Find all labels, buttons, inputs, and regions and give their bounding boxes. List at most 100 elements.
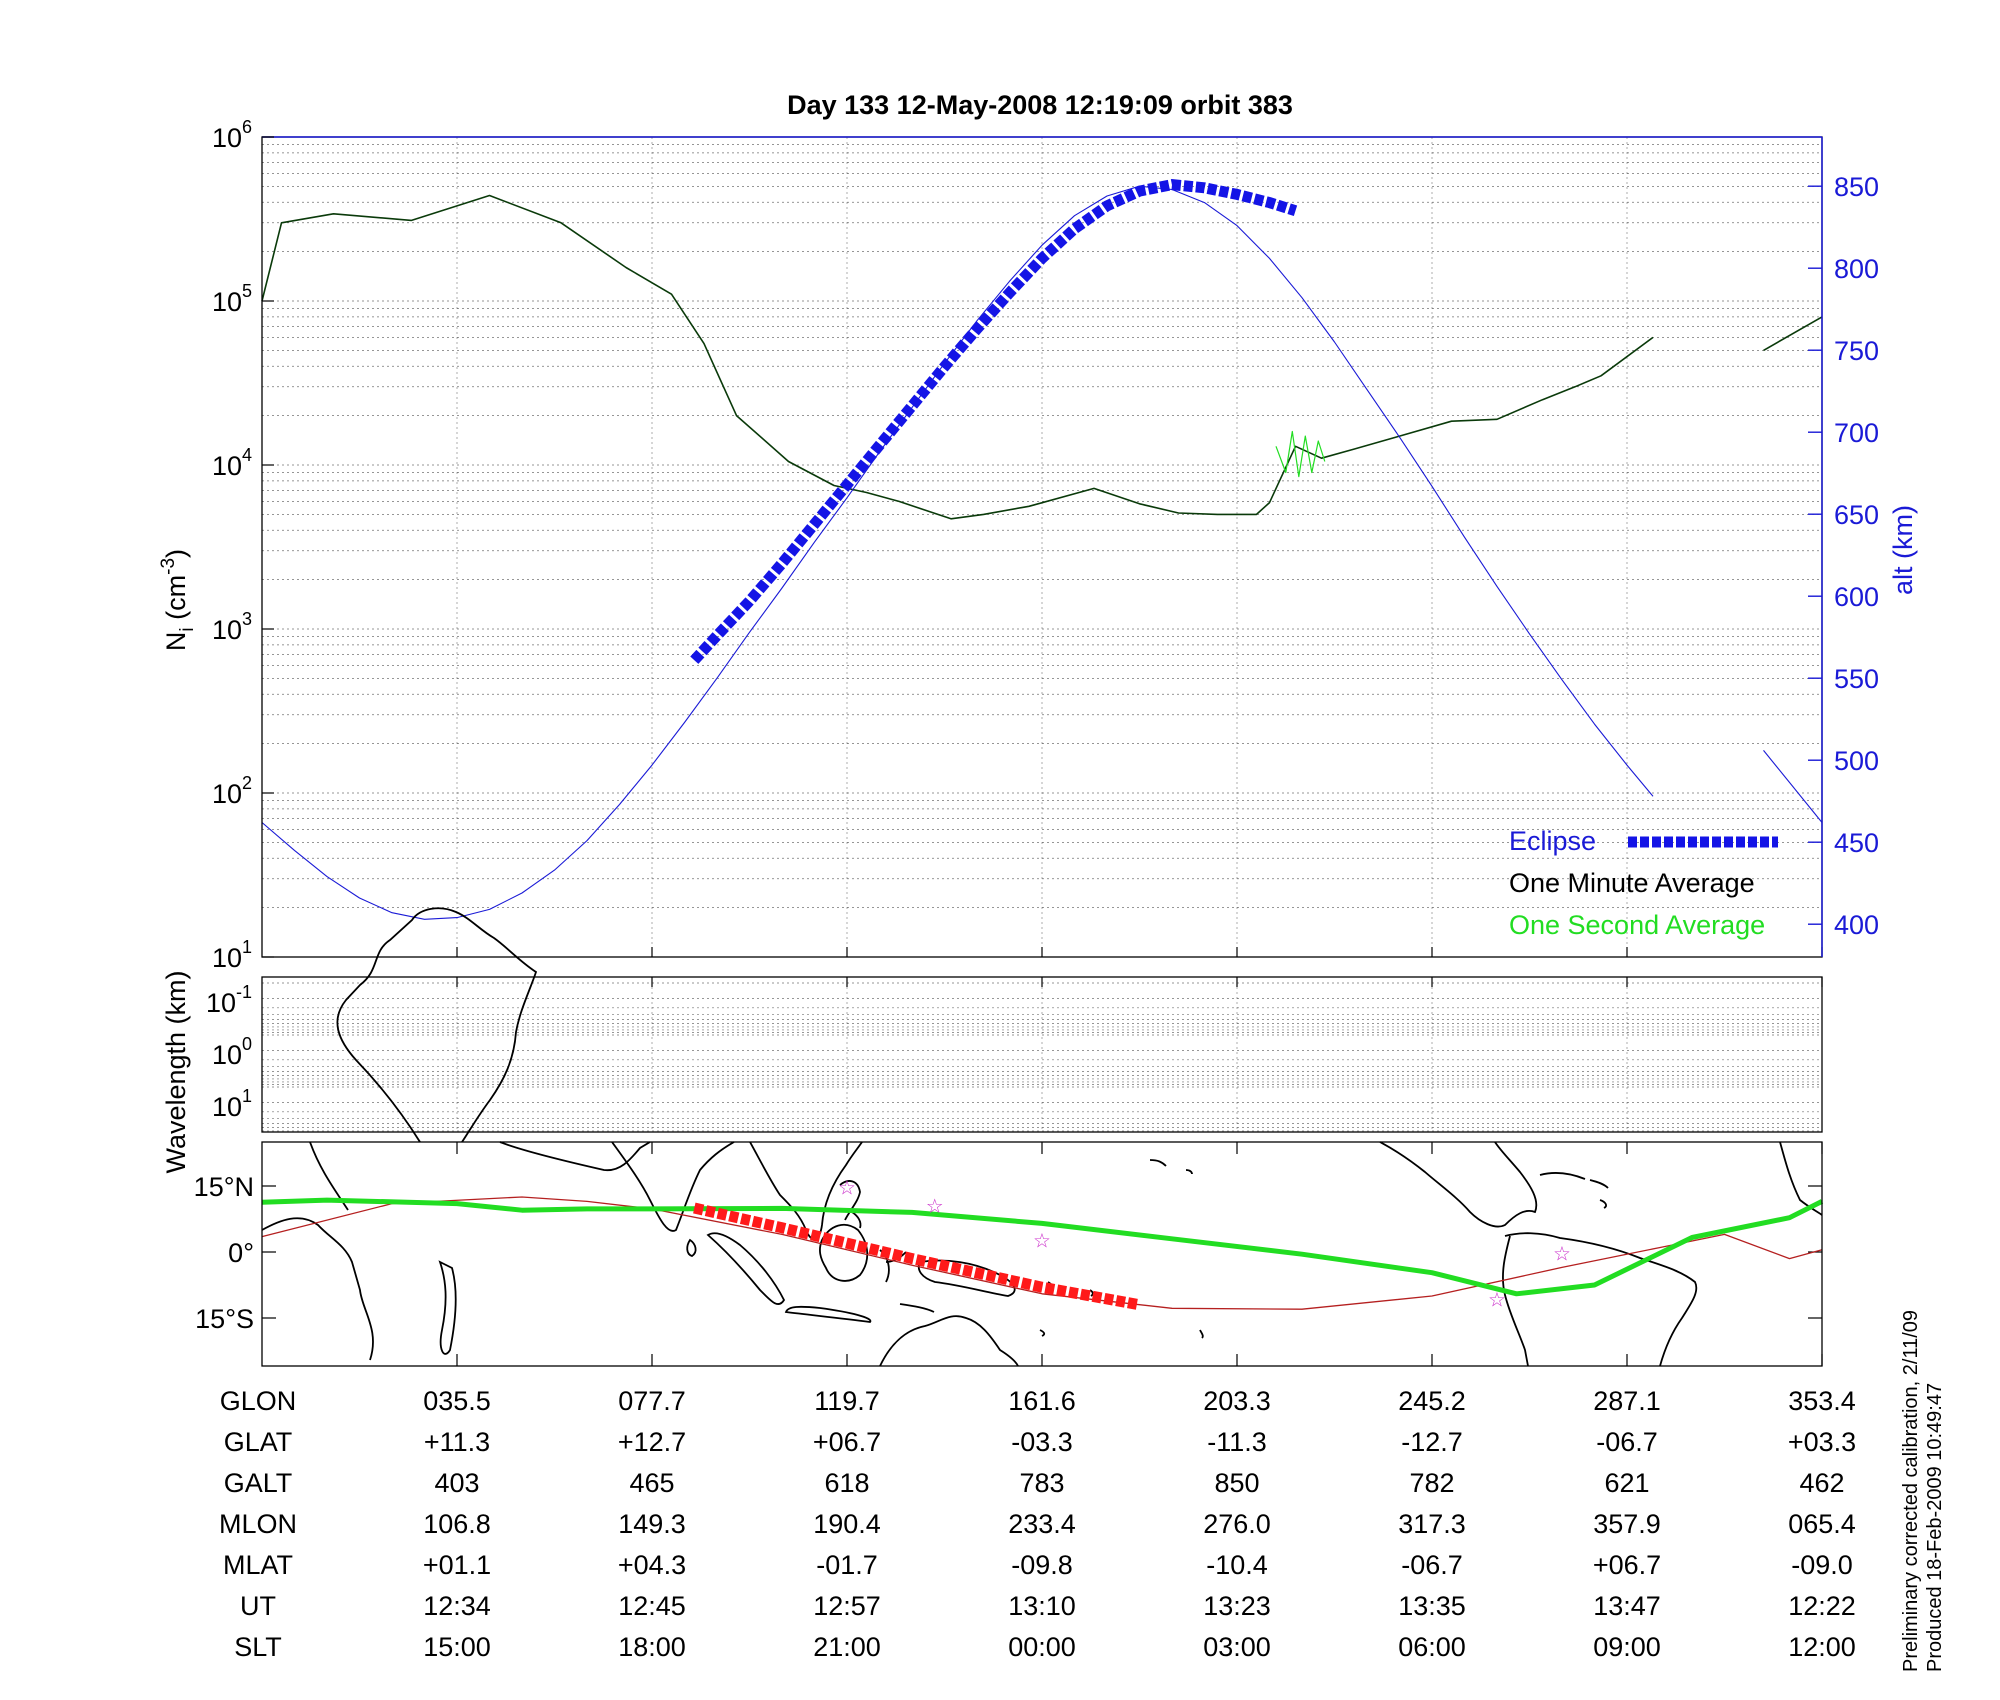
table-cell: +06.7	[1593, 1550, 1661, 1580]
table-row-label: GALT	[224, 1468, 293, 1498]
table-cell: -01.7	[816, 1550, 878, 1580]
map-tracks: ☆ ☆ ☆ ☆ ☆	[261, 1175, 1824, 1312]
table-cell: -03.3	[1011, 1427, 1073, 1457]
table-cell: 287.1	[1593, 1386, 1661, 1416]
legend-eclipse-label: Eclipse	[1509, 826, 1596, 856]
table-row-label: SLT	[234, 1632, 282, 1662]
table-cell: 00:00	[1008, 1632, 1076, 1662]
right-y-tick-label: 700	[1834, 418, 1879, 448]
table-cell: 119.7	[814, 1386, 880, 1416]
table-cell: 203.3	[1203, 1386, 1271, 1416]
table-cell: 035.5	[423, 1386, 491, 1416]
left-y-label: Ni (cm-3)	[158, 549, 198, 651]
table-cell: 850	[1214, 1468, 1259, 1498]
calibration-note-line2: Produced 18-Feb-2009 10:49:47	[1924, 1383, 1946, 1672]
map-lat-label: 15°N	[194, 1172, 254, 1202]
wavelength-panel: 10-1 100 101 Wavelength (km)	[161, 970, 1823, 1174]
left-y-ticks: 101 102 103 104 105 106	[212, 117, 274, 973]
table-cell: 065.4	[1788, 1509, 1856, 1539]
table-cell: 18:00	[618, 1632, 686, 1662]
table-cell: 783	[1019, 1468, 1064, 1498]
star-marker: ☆	[1553, 1241, 1571, 1265]
continent-outlines	[261, 907, 1823, 1367]
top-panel-lines	[261, 179, 1823, 920]
density-altitude-panel: 101 102 103 104 105 106 400 450 500 550 600 650 700…	[158, 117, 1918, 987]
table-cell: 233.4	[1008, 1509, 1076, 1539]
table-cell: 245.2	[1398, 1386, 1466, 1416]
table-cell: -12.7	[1401, 1427, 1463, 1457]
right-y-tick-label: 800	[1834, 254, 1879, 284]
table-cell: 12:22	[1788, 1591, 1856, 1621]
north-america-outline	[1379, 1141, 1538, 1228]
table-cell: +11.3	[424, 1427, 490, 1457]
table-row-label: GLAT	[224, 1427, 293, 1457]
left-y-tick-label: 106	[212, 117, 252, 153]
madagascar-outline	[438, 1260, 457, 1355]
left-y-tick-label: 102	[212, 773, 252, 809]
altitude-line	[261, 185, 1654, 920]
timor-outline	[899, 1303, 935, 1313]
table-cell: +03.3	[1788, 1427, 1856, 1457]
star-marker: ☆	[1488, 1288, 1506, 1312]
right-y-tick-label: 600	[1834, 582, 1879, 612]
table-cell: 618	[824, 1468, 869, 1498]
right-y-tick-label: 400	[1834, 910, 1879, 940]
table-cell: +12.7	[618, 1427, 686, 1457]
table-row-label: UT	[240, 1591, 276, 1621]
left-y-tick-label: 104	[212, 445, 252, 481]
horn-of-africa-outline	[499, 1141, 651, 1172]
ground-track-map: ☆ ☆ ☆ ☆ ☆ 15°N 0° 15°S	[194, 907, 1824, 1367]
top-panel-grid	[262, 137, 1823, 987]
table-cell: 13:35	[1398, 1591, 1466, 1621]
chart-title: Day 133 12-May-2008 12:19:09 orbit 383	[787, 90, 1293, 120]
map-grid	[262, 1142, 1823, 1366]
table-cell: 465	[629, 1468, 674, 1498]
table-cell: 12:57	[813, 1591, 881, 1621]
map-lat-label: 15°S	[195, 1304, 254, 1334]
second-average-line	[1275, 430, 1326, 478]
eclipse-track-line	[693, 1202, 1141, 1311]
table-row-label: GLON	[220, 1386, 297, 1416]
table-cell: +04.3	[618, 1550, 686, 1580]
minute-average-line	[261, 194, 1654, 520]
table-row-label: MLAT	[223, 1550, 293, 1580]
map-frame	[261, 1141, 1823, 1367]
table-cell: 21:00	[813, 1632, 881, 1662]
right-y-tick-label: 850	[1834, 172, 1879, 202]
table-cell: 403	[434, 1468, 479, 1498]
table-cell: 621	[1604, 1468, 1649, 1498]
map-latitude-labels: 15°N 0° 15°S	[194, 1172, 254, 1334]
ground-track-line	[261, 1197, 1824, 1297]
star-marker: ☆	[926, 1194, 944, 1218]
table-cell: 13:10	[1008, 1591, 1076, 1621]
right-y-ticks: 400 450 500 550 600 650 700 750 800 850	[1808, 172, 1879, 940]
table-cell: 317.3	[1398, 1509, 1466, 1539]
star-marker: ☆	[1033, 1229, 1051, 1253]
star-marker: ☆	[838, 1175, 856, 1199]
right-y-tick-label: 650	[1834, 500, 1879, 530]
right-y-tick-label: 550	[1834, 664, 1879, 694]
new-guinea-outline	[917, 1259, 1016, 1297]
calibration-note: Preliminary corrected calibration, 2/11/…	[1900, 1310, 1946, 1672]
table-cell: +06.7	[813, 1427, 881, 1457]
wavelength-tick-label: 101	[212, 1086, 252, 1122]
sri-lanka-outline	[686, 1238, 697, 1257]
africa-north-outline	[261, 1141, 374, 1361]
table-cell: 06:00	[1398, 1632, 1466, 1662]
right-y-tick-label: 500	[1834, 746, 1879, 776]
india-outline	[611, 1141, 735, 1232]
left-y-tick-label: 105	[212, 281, 252, 317]
table-cell: 03:00	[1203, 1632, 1271, 1662]
wavelength-ticks: 10-1 100 101	[206, 982, 252, 1122]
pacific-islands-outline	[1039, 1159, 1204, 1339]
right-y-tick-label: 750	[1834, 336, 1879, 366]
legend-minute-label: One Minute Average	[1509, 868, 1755, 898]
table-cell: 12:45	[618, 1591, 686, 1621]
africa-outline	[336, 907, 538, 1143]
wavelength-frame	[261, 976, 1823, 1133]
left-y-tick-label: 101	[212, 937, 252, 973]
map-lat-label: 0°	[228, 1238, 254, 1268]
sumatra-outline	[706, 1232, 786, 1305]
table-cell: 12:00	[1788, 1632, 1856, 1662]
table-cell: 190.4	[813, 1509, 881, 1539]
